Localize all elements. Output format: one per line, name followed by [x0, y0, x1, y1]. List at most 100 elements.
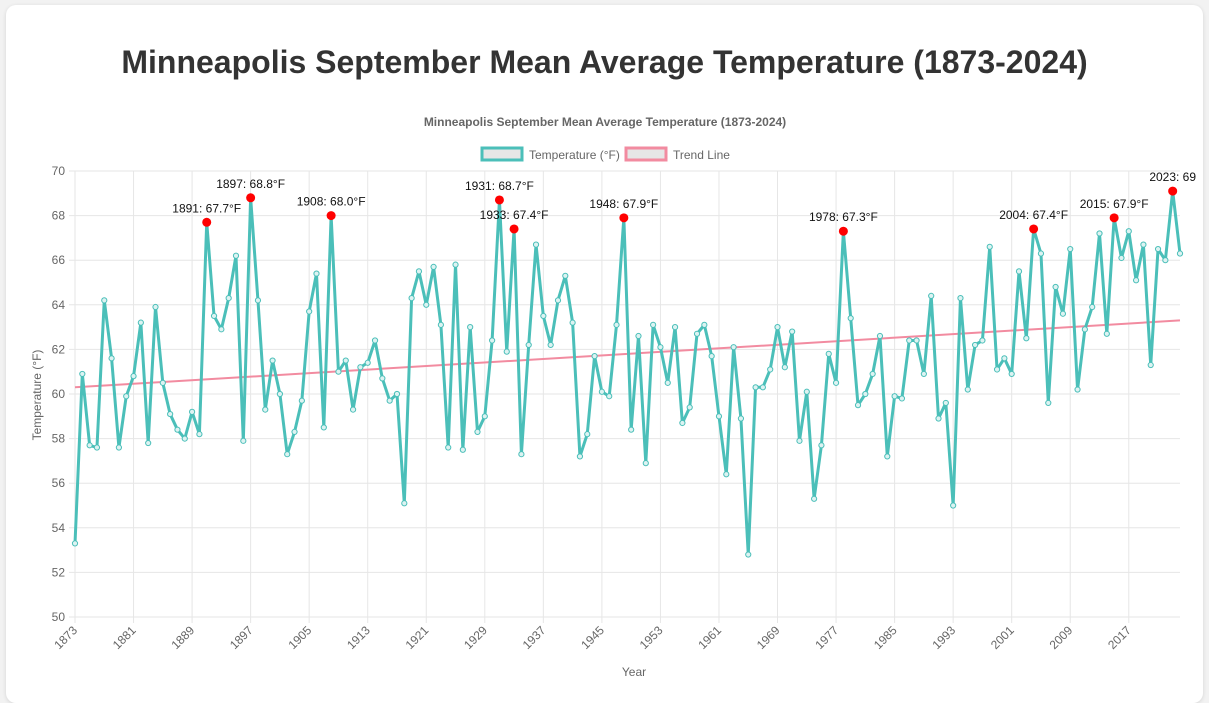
data-point[interactable] [108, 355, 115, 362]
data-point[interactable] [928, 292, 935, 299]
data-point[interactable] [759, 384, 766, 391]
data-point[interactable] [86, 442, 93, 449]
data-point[interactable] [723, 471, 730, 478]
data-point[interactable] [240, 437, 247, 444]
data-point[interactable] [225, 295, 232, 302]
data-point[interactable] [1045, 399, 1052, 407]
data-point[interactable] [481, 413, 488, 420]
data-point[interactable] [532, 241, 540, 248]
data-point[interactable] [671, 324, 679, 331]
data-point[interactable] [371, 337, 379, 344]
data-point[interactable] [174, 426, 181, 433]
data-point[interactable] [115, 444, 123, 451]
highlight-point[interactable] [838, 226, 848, 236]
data-point[interactable] [876, 332, 884, 340]
highlight-point[interactable] [326, 211, 336, 221]
data-point[interactable] [591, 352, 598, 360]
data-point[interactable] [459, 446, 466, 453]
data-point[interactable] [1023, 335, 1030, 342]
data-point[interactable] [818, 442, 825, 449]
data-point[interactable] [518, 451, 525, 458]
data-point[interactable] [767, 366, 774, 373]
data-point[interactable] [789, 328, 796, 335]
data-point[interactable] [935, 415, 942, 422]
data-point[interactable] [752, 384, 759, 391]
data-point[interactable] [210, 312, 218, 320]
data-point[interactable] [540, 312, 547, 320]
data-point[interactable] [576, 453, 584, 460]
data-point[interactable] [1067, 245, 1074, 253]
data-point[interactable] [188, 408, 196, 415]
data-point[interactable] [950, 502, 957, 509]
data-point[interactable] [664, 379, 671, 386]
data-point[interactable] [262, 406, 269, 413]
data-point[interactable] [313, 270, 320, 277]
data-point[interactable] [606, 393, 613, 400]
data-point[interactable] [284, 451, 291, 458]
data-point[interactable] [920, 370, 927, 378]
data-point[interactable] [1074, 386, 1081, 393]
data-point[interactable] [525, 341, 532, 349]
data-point[interactable] [774, 324, 781, 331]
data-point[interactable] [913, 337, 920, 344]
data-point[interactable] [1140, 241, 1147, 248]
data-point[interactable] [167, 410, 174, 418]
data-point[interactable] [137, 319, 144, 326]
data-point[interactable] [730, 344, 737, 351]
data-point[interactable] [1154, 245, 1162, 253]
data-point[interactable] [1132, 277, 1140, 284]
data-point[interactable] [423, 301, 430, 308]
data-point[interactable] [401, 500, 408, 507]
data-point[interactable] [708, 352, 715, 360]
data-point[interactable] [584, 431, 591, 438]
data-point[interactable] [152, 303, 159, 311]
data-point[interactable] [635, 332, 642, 340]
data-point[interactable] [1037, 250, 1045, 257]
data-point[interactable] [335, 368, 342, 375]
data-point[interactable] [291, 428, 298, 436]
data-point[interactable] [796, 437, 803, 444]
data-point[interactable] [942, 399, 949, 407]
data-point[interactable] [832, 379, 840, 386]
data-point[interactable] [474, 428, 481, 436]
data-point[interactable] [298, 397, 305, 404]
data-point[interactable] [1103, 330, 1110, 337]
data-point[interactable] [452, 261, 459, 268]
data-point[interactable] [745, 551, 752, 558]
data-point[interactable] [93, 444, 101, 451]
data-point[interactable] [884, 453, 891, 460]
data-point[interactable] [891, 393, 898, 400]
data-point[interactable] [847, 315, 854, 322]
data-point[interactable] [196, 431, 203, 438]
data-point[interactable] [467, 324, 474, 331]
data-point[interactable] [71, 540, 79, 547]
data-point[interactable] [598, 388, 605, 395]
data-point[interactable] [357, 364, 364, 371]
data-point[interactable] [547, 341, 554, 349]
highlight-point[interactable] [494, 195, 504, 205]
data-point[interactable] [123, 393, 130, 400]
data-point[interactable] [862, 390, 869, 398]
data-point[interactable] [306, 308, 313, 315]
data-point[interactable] [686, 404, 693, 411]
data-point[interactable] [1008, 370, 1015, 378]
data-point[interactable] [562, 272, 569, 279]
data-point[interactable] [964, 386, 971, 393]
data-point[interactable] [79, 370, 86, 378]
data-point[interactable] [737, 415, 745, 422]
data-point[interactable] [869, 370, 876, 378]
data-point[interactable] [898, 395, 906, 402]
data-point[interactable] [1081, 326, 1088, 333]
data-point[interactable] [269, 357, 276, 364]
data-point[interactable] [979, 337, 986, 344]
data-point[interactable] [1015, 268, 1023, 275]
highlight-point[interactable] [202, 217, 212, 227]
data-point[interactable] [679, 419, 686, 427]
data-point[interactable] [554, 297, 562, 304]
data-point[interactable] [1118, 254, 1125, 262]
data-point[interactable] [181, 435, 188, 442]
data-point[interactable] [628, 426, 635, 433]
highlight-point[interactable] [246, 193, 256, 203]
data-point[interactable] [386, 397, 393, 404]
data-point[interactable] [379, 375, 386, 382]
